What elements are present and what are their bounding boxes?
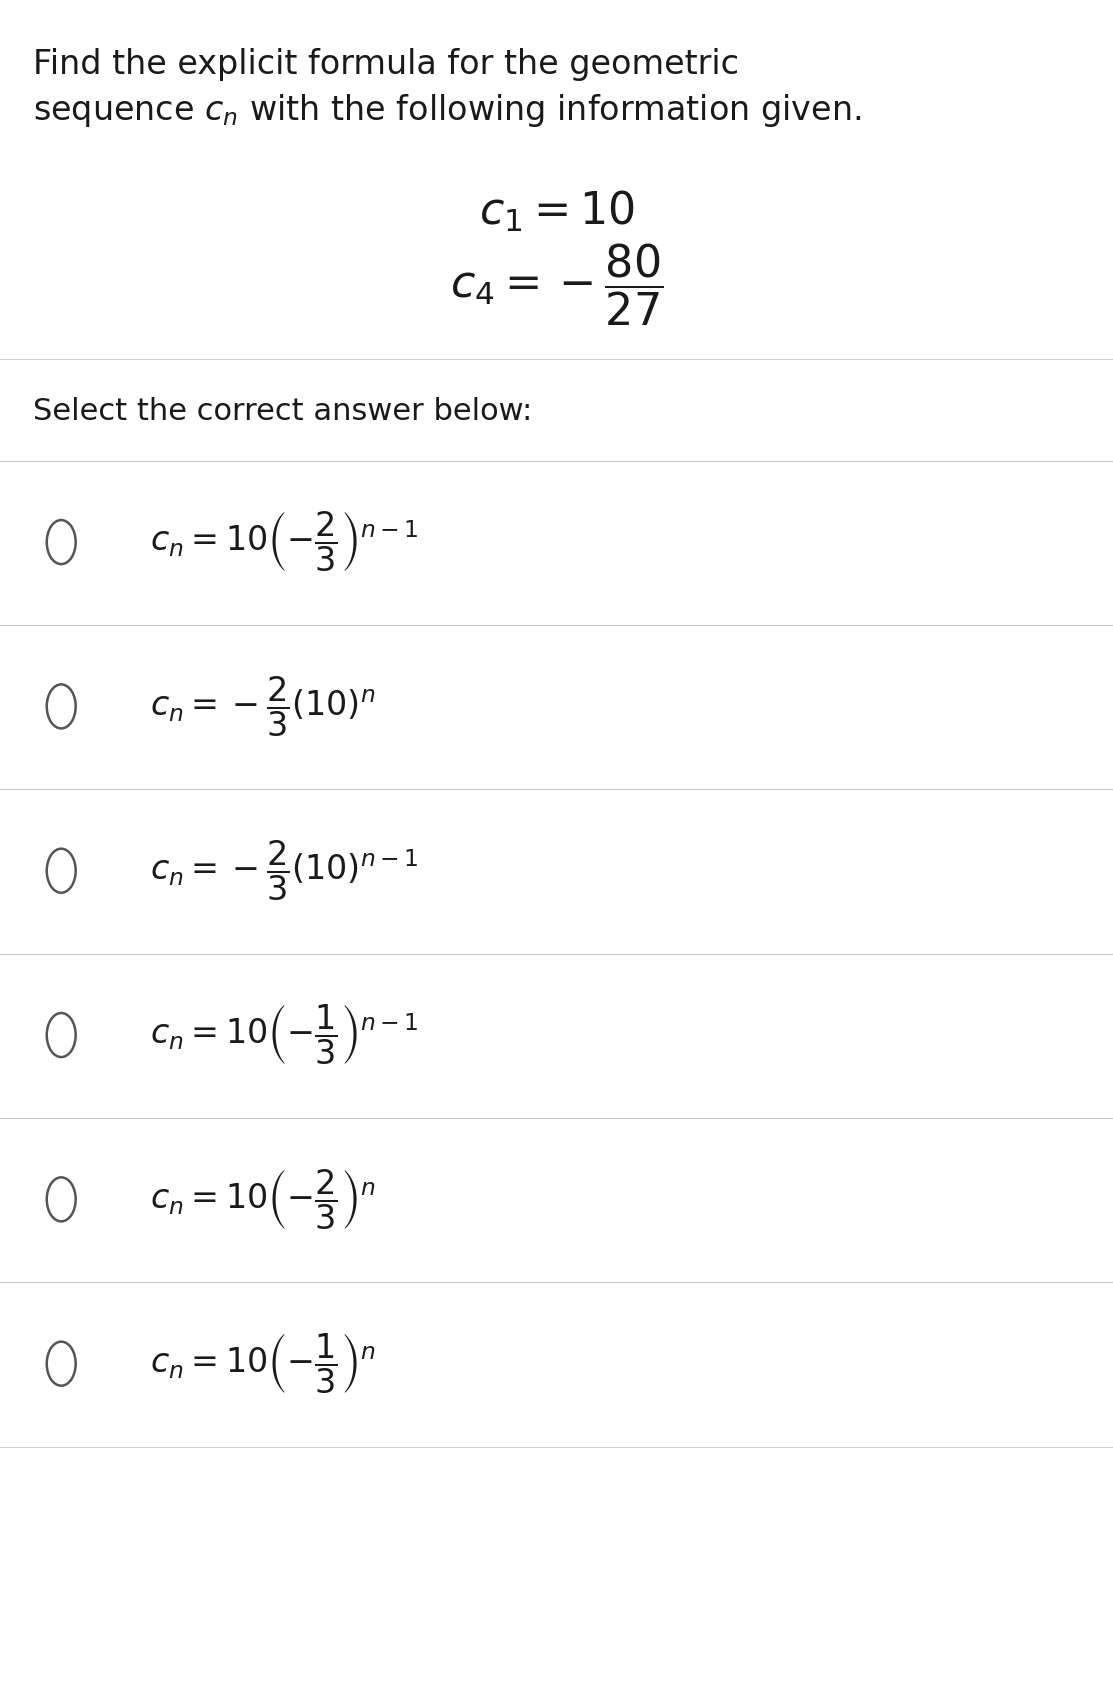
Text: $c_n = -\dfrac{2}{3}(10)^{n}$: $c_n = -\dfrac{2}{3}(10)^{n}$ [150, 674, 376, 739]
Text: $c_n = 10\left(-\dfrac{1}{3}\right)^{n}$: $c_n = 10\left(-\dfrac{1}{3}\right)^{n}$ [150, 1331, 375, 1396]
Text: $c_n = -\dfrac{2}{3}(10)^{n-1}$: $c_n = -\dfrac{2}{3}(10)^{n-1}$ [150, 839, 418, 903]
Text: $c_1 = 10$: $c_1 = 10$ [479, 190, 634, 234]
Text: sequence $c_n$ with the following information given.: sequence $c_n$ with the following inform… [33, 91, 861, 129]
Text: $c_n = 10\left(-\dfrac{2}{3}\right)^{n-1}$: $c_n = 10\left(-\dfrac{2}{3}\right)^{n-1… [150, 510, 418, 574]
Text: $c_n = 10\left(-\dfrac{1}{3}\right)^{n-1}$: $c_n = 10\left(-\dfrac{1}{3}\right)^{n-1… [150, 1003, 418, 1067]
Text: Find the explicit formula for the geometric: Find the explicit formula for the geomet… [33, 47, 739, 81]
Text: $c_4 = -\dfrac{80}{27}$: $c_4 = -\dfrac{80}{27}$ [450, 241, 663, 329]
Text: Select the correct answer below:: Select the correct answer below: [33, 396, 533, 427]
Text: $c_n = 10\left(-\dfrac{2}{3}\right)^{n}$: $c_n = 10\left(-\dfrac{2}{3}\right)^{n}$ [150, 1167, 375, 1232]
